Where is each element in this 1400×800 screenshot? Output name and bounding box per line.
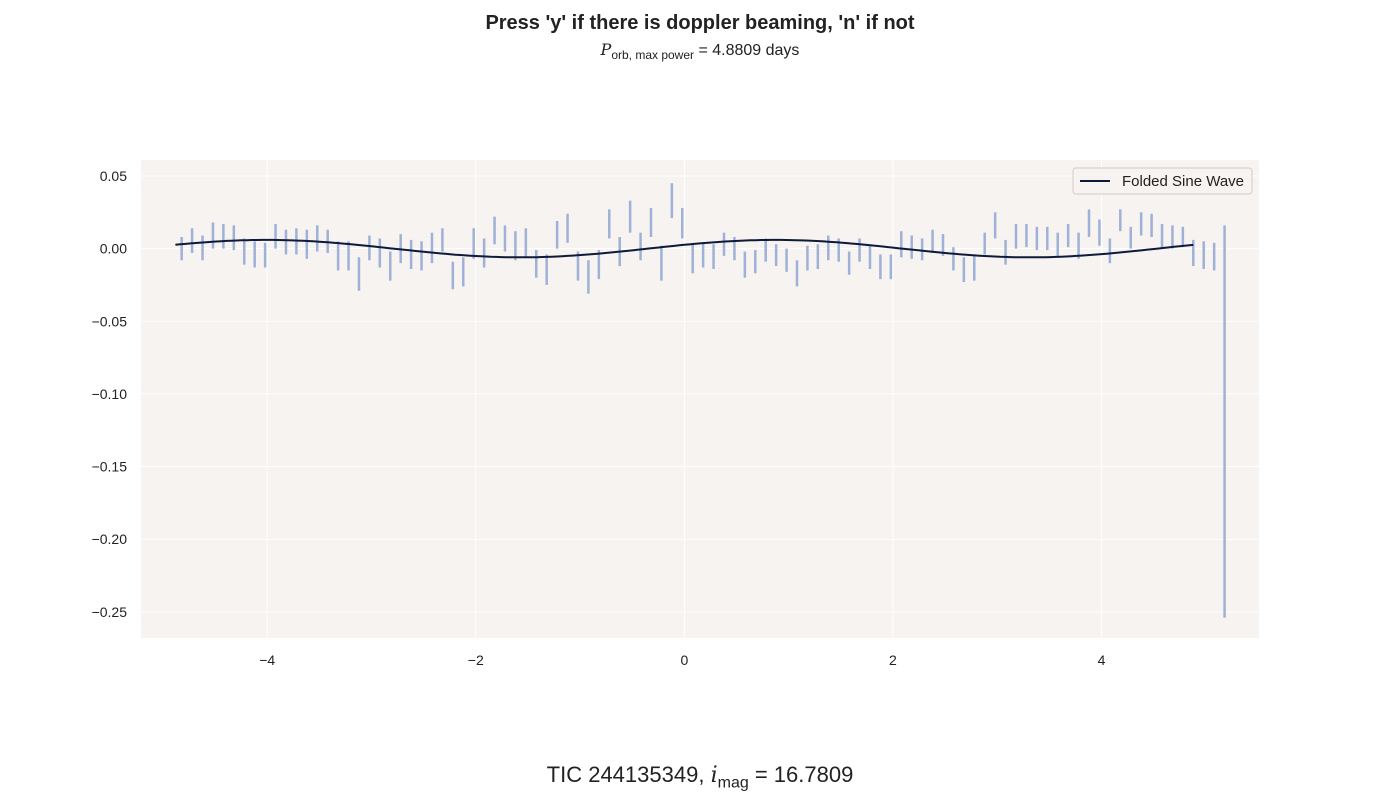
- chart-subtitle: Porb, max power = 4.8809 days: [0, 40, 1400, 62]
- y-tick-label: 0.05: [100, 168, 127, 184]
- y-axis: 0.05 0.00 −0.05 −0.10 −0.15 −0.20 −0.25: [92, 168, 128, 620]
- x-tick-label: 4: [1098, 652, 1106, 668]
- y-tick-label: 0.00: [100, 241, 127, 257]
- subtitle-value: = 4.8809 days: [694, 42, 800, 59]
- y-tick-label: −0.15: [92, 459, 128, 475]
- footer-symbol: i: [710, 763, 718, 788]
- legend: Folded Sine Wave: [1072, 167, 1253, 195]
- y-tick-label: −0.05: [92, 313, 128, 329]
- footer-value: = 16.7809: [748, 762, 854, 787]
- sine-line: [175, 238, 1194, 259]
- x-axis: −4 −2 0 2 4: [259, 652, 1105, 668]
- x-tick-label: 0: [680, 652, 688, 668]
- plot-background: [141, 160, 1259, 638]
- x-tick-label: 2: [889, 652, 897, 668]
- legend-label: Folded Sine Wave: [1122, 173, 1244, 190]
- chart-footer: TIC 244135349, imag = 16.7809: [0, 762, 1400, 792]
- chart-title: Press 'y' if there is doppler beaming, '…: [485, 12, 915, 34]
- footer-prefix: TIC 244135349,: [546, 762, 711, 787]
- x-tick-label: −2: [468, 652, 484, 668]
- y-tick-label: −0.10: [92, 386, 128, 402]
- subtitle-symbol: P: [600, 40, 612, 59]
- y-tick-label: −0.25: [92, 604, 128, 620]
- legend-box: [1072, 167, 1253, 195]
- footer-subscript: mag: [717, 774, 749, 792]
- x-tick-label: −4: [259, 652, 275, 668]
- subtitle-subscript: orb, max power: [611, 48, 695, 63]
- sine-series: [175, 238, 1194, 259]
- y-tick-label: −0.20: [92, 531, 128, 547]
